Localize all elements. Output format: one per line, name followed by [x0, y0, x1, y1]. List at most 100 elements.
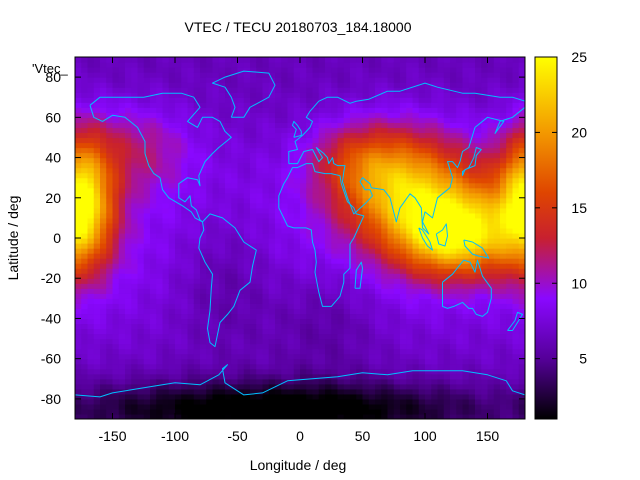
- heatmap-cell: [262, 298, 270, 304]
- heatmap-cell: [137, 303, 145, 309]
- heatmap-cell: [337, 313, 345, 320]
- heatmap-cell: [456, 373, 464, 380]
- heatmap-cell: [325, 197, 332, 204]
- heatmap-cell: [231, 197, 239, 204]
- heatmap-cell: [487, 227, 495, 234]
- heatmap-cell: [131, 348, 139, 355]
- heatmap-cell: [137, 398, 145, 405]
- heatmap-cell: [243, 222, 251, 229]
- heatmap-cell: [306, 343, 314, 350]
- heatmap-cell: [281, 132, 289, 139]
- heatmap-cell: [181, 368, 189, 375]
- heatmap-cell: [193, 62, 201, 68]
- heatmap-cell: [237, 232, 245, 239]
- heatmap-cell: [250, 388, 257, 395]
- heatmap-cell: [343, 303, 351, 309]
- heatmap-cell: [506, 333, 514, 340]
- heatmap-cell: [262, 403, 270, 410]
- heatmap-cell: [500, 187, 507, 194]
- heatmap-cell: [468, 212, 476, 219]
- heatmap-cell: [487, 398, 495, 405]
- heatmap-cell: [375, 253, 382, 259]
- heatmap-cell: [356, 132, 364, 139]
- heatmap-cell: [137, 243, 145, 249]
- heatmap-cell: [125, 92, 132, 98]
- heatmap-cell: [493, 283, 501, 289]
- heatmap-cell: [125, 162, 132, 169]
- heatmap-cell: [212, 363, 220, 370]
- heatmap-cell: [81, 293, 89, 299]
- heatmap-cell: [393, 187, 401, 194]
- heatmap-cell: [406, 313, 414, 320]
- heatmap-cell: [337, 403, 345, 410]
- heatmap-cell: [287, 137, 295, 144]
- heatmap-cell: [156, 243, 164, 249]
- heatmap-cell: [212, 127, 220, 134]
- heatmap-cell: [456, 248, 464, 254]
- heatmap-cell: [287, 238, 295, 244]
- heatmap-cell: [325, 162, 332, 169]
- heatmap-cell: [287, 172, 295, 179]
- heatmap-cell: [368, 137, 376, 144]
- heatmap-cell: [293, 172, 301, 179]
- heatmap-cell: [375, 232, 382, 239]
- heatmap-cell: [312, 77, 320, 83]
- heatmap-cell: [475, 333, 482, 340]
- heatmap-cell: [412, 207, 420, 214]
- heatmap-cell: [150, 273, 157, 279]
- heatmap-cell: [218, 137, 226, 144]
- heatmap-cell: [375, 197, 382, 204]
- heatmap-cell: [262, 358, 270, 365]
- heatmap-cell: [118, 368, 126, 375]
- heatmap-cell: [425, 57, 432, 63]
- heatmap-cell: [431, 303, 439, 309]
- heatmap-cell: [406, 157, 414, 164]
- heatmap-cell: [206, 323, 214, 330]
- heatmap-cell: [87, 167, 95, 174]
- heatmap-cell: [287, 97, 295, 103]
- heatmap-cell: [150, 303, 157, 309]
- heatmap-cell: [218, 132, 226, 139]
- heatmap-cell: [237, 67, 245, 73]
- heatmap-cell: [175, 197, 182, 204]
- heatmap-cell: [306, 87, 314, 93]
- heatmap-cell: [337, 378, 345, 385]
- heatmap-cell: [456, 303, 464, 309]
- heatmap-cell: [306, 137, 314, 144]
- heatmap-cell: [412, 107, 420, 113]
- heatmap-cell: [268, 293, 276, 299]
- heatmap-cell: [206, 238, 214, 244]
- heatmap-cell: [112, 167, 120, 174]
- heatmap-cell: [162, 313, 170, 320]
- heatmap-cell: [150, 227, 157, 234]
- heatmap-cell: [306, 283, 314, 289]
- heatmap-cell: [100, 308, 107, 315]
- heatmap-cell: [87, 62, 95, 68]
- heatmap-cell: [225, 92, 232, 98]
- heatmap-cell: [262, 112, 270, 118]
- heatmap-cell: [75, 92, 82, 98]
- heatmap-cell: [443, 273, 451, 279]
- heatmap-cell: [325, 333, 332, 340]
- heatmap-cell: [375, 303, 382, 309]
- heatmap-cell: [287, 283, 295, 289]
- heatmap-cell: [193, 177, 201, 184]
- heatmap-cell: [412, 328, 420, 335]
- heatmap-cell: [212, 142, 220, 149]
- heatmap-cell: [181, 192, 189, 199]
- heatmap-cell: [293, 112, 301, 118]
- heatmap-cell: [368, 87, 376, 93]
- heatmap-cell: [337, 248, 345, 254]
- heatmap-cell: [325, 343, 332, 350]
- heatmap-cell: [387, 132, 395, 139]
- heatmap-cell: [343, 258, 351, 264]
- heatmap-cell: [350, 212, 357, 219]
- heatmap-cell: [300, 97, 307, 103]
- heatmap-cell: [131, 303, 139, 309]
- heatmap-cell: [362, 318, 370, 325]
- heatmap-cell: [262, 187, 270, 194]
- heatmap-cell: [281, 383, 289, 390]
- heatmap-cell: [162, 162, 170, 169]
- heatmap-cell: [150, 102, 157, 108]
- heatmap-cell: [225, 333, 232, 340]
